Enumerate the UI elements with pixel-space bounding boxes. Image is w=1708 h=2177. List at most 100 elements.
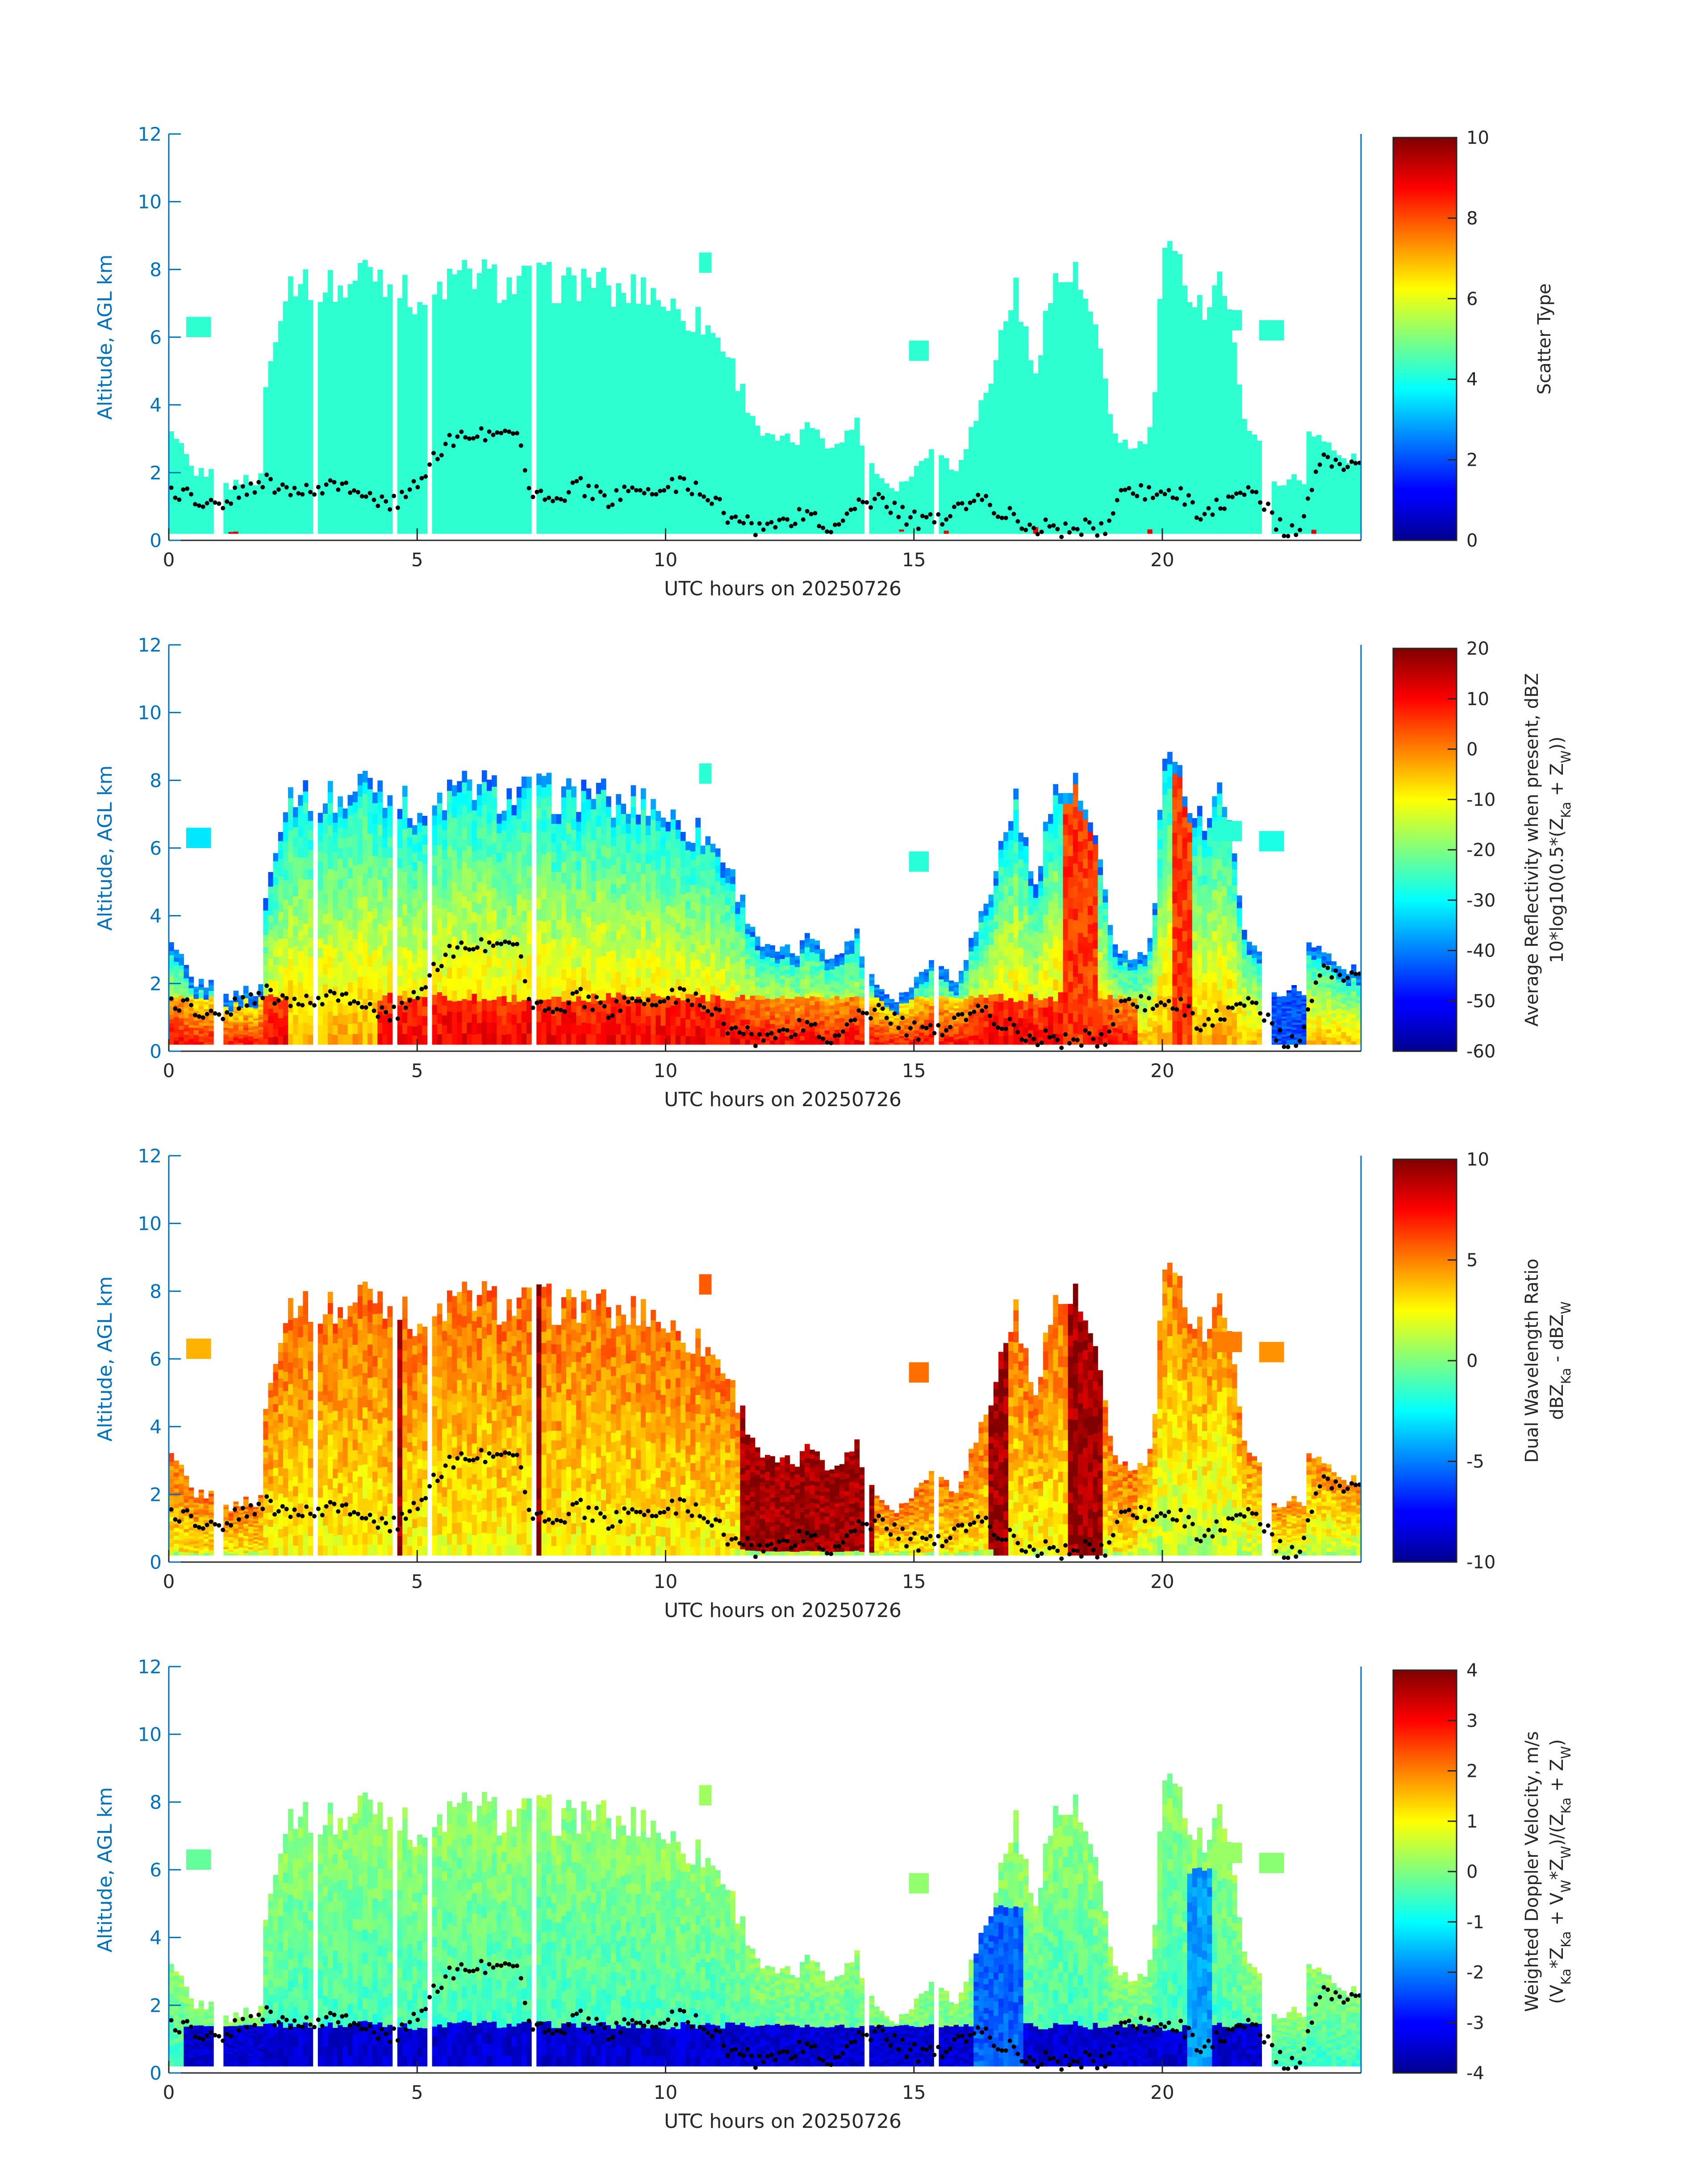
heatmap-cell bbox=[1137, 514, 1143, 518]
heatmap-cell bbox=[238, 513, 244, 516]
heatmap-cell bbox=[715, 435, 721, 444]
heatmap-cell bbox=[874, 526, 880, 529]
heatmap-cell bbox=[377, 423, 383, 435]
heatmap-cell bbox=[973, 529, 979, 534]
heatmap-cell bbox=[735, 444, 740, 451]
heatmap-cell bbox=[621, 353, 626, 364]
heatmap-cell bbox=[1048, 428, 1053, 438]
heatmap-cell bbox=[1043, 422, 1048, 432]
heatmap-cell bbox=[1123, 483, 1128, 487]
heatmap-cell bbox=[983, 475, 989, 481]
heatmap-cell bbox=[591, 370, 597, 380]
heatmap-cell bbox=[805, 515, 810, 520]
heatmap-cell bbox=[497, 380, 502, 390]
heatmap-cell bbox=[770, 472, 775, 476]
heatmap-cell bbox=[760, 468, 765, 473]
heatmap-cell bbox=[516, 405, 522, 416]
heatmap-cell bbox=[328, 314, 333, 326]
heatmap-cell bbox=[1073, 397, 1078, 409]
heatmap-cell bbox=[422, 324, 428, 334]
heatmap-cell bbox=[1077, 462, 1083, 473]
heatmap-cell bbox=[1112, 488, 1118, 492]
heatmap-cell bbox=[1236, 484, 1242, 491]
heatmap-cell bbox=[546, 341, 552, 353]
heatmap-cell bbox=[899, 486, 905, 489]
heatmap-cell bbox=[268, 440, 274, 448]
heatmap-cell bbox=[824, 459, 830, 463]
heatmap-cell bbox=[1043, 431, 1048, 441]
heatmap-cell bbox=[1172, 251, 1178, 263]
heatmap-cell bbox=[561, 308, 567, 319]
heatmap-cell bbox=[651, 309, 656, 319]
heatmap-cell bbox=[616, 314, 621, 326]
heatmap-cell bbox=[223, 487, 229, 490]
heatmap-cell bbox=[263, 418, 269, 424]
heatmap-cell bbox=[1147, 516, 1153, 521]
heatmap-cell bbox=[665, 431, 671, 441]
heatmap-cell bbox=[616, 450, 621, 461]
heatmap-cell bbox=[1083, 475, 1088, 485]
heatmap-cell bbox=[1008, 524, 1014, 534]
heatmap-cell bbox=[869, 492, 875, 496]
heatmap-cell bbox=[998, 355, 1004, 364]
heatmap-cell bbox=[1063, 303, 1069, 314]
heatmap-cell bbox=[829, 512, 835, 516]
heatmap-cell bbox=[407, 401, 413, 411]
heatmap-cell bbox=[1023, 455, 1029, 465]
heatmap-cell bbox=[1003, 436, 1009, 446]
heatmap-cell bbox=[422, 390, 428, 401]
heatmap-cell bbox=[1038, 422, 1044, 430]
heatmap-cell bbox=[506, 512, 512, 523]
heatmap-cell bbox=[899, 488, 905, 491]
heatmap-cell bbox=[924, 505, 929, 509]
heatmap-cell bbox=[193, 495, 199, 498]
heatmap-cell bbox=[665, 311, 671, 321]
heatmap-cell bbox=[794, 493, 800, 497]
heatmap-cell bbox=[894, 505, 899, 508]
heatmap-cell bbox=[1157, 406, 1163, 417]
heatmap-cell bbox=[288, 426, 293, 438]
heatmap-cell bbox=[944, 471, 949, 474]
heatmap-cell bbox=[268, 497, 274, 506]
heatmap-cell bbox=[437, 376, 443, 387]
heatmap-cell bbox=[591, 318, 597, 330]
heatmap-cell bbox=[635, 342, 641, 352]
heatmap-cell bbox=[586, 416, 592, 427]
heatmap-cell bbox=[914, 494, 919, 497]
heatmap-cell bbox=[546, 262, 552, 274]
heatmap-cell bbox=[1058, 502, 1064, 513]
heatmap-cell bbox=[541, 388, 547, 400]
heatmap-cell bbox=[303, 500, 309, 512]
heatmap-cell bbox=[1112, 475, 1118, 480]
heatmap-cell bbox=[929, 491, 934, 495]
heatmap-cell bbox=[447, 302, 452, 313]
heatmap-cell bbox=[1102, 456, 1108, 463]
heatmap-cell bbox=[849, 499, 855, 504]
heatmap-cell bbox=[452, 393, 457, 405]
heatmap-cell bbox=[322, 333, 328, 343]
heatmap-cell bbox=[551, 370, 557, 380]
heatmap-cell bbox=[1112, 471, 1118, 476]
heatmap-cell bbox=[1013, 405, 1019, 417]
heatmap-cell bbox=[209, 482, 214, 485]
heatmap-cell bbox=[780, 435, 785, 440]
heatmap-cell bbox=[964, 467, 969, 471]
heatmap-cell bbox=[476, 403, 482, 415]
heatmap-cell bbox=[412, 314, 418, 324]
heatmap-cell bbox=[606, 347, 611, 358]
heatmap-cell bbox=[839, 530, 845, 534]
heatmap-cell bbox=[884, 525, 889, 528]
heatmap-cell bbox=[1013, 309, 1019, 321]
heatmap-cell bbox=[1157, 328, 1163, 338]
heatmap-cell bbox=[635, 457, 641, 467]
heatmap-cell bbox=[1102, 404, 1108, 411]
heatmap-cell bbox=[998, 457, 1004, 466]
heatmap-cell bbox=[755, 506, 760, 512]
heatmap-cell bbox=[1172, 263, 1178, 275]
heatmap-cell bbox=[561, 286, 567, 297]
heatmap-cell bbox=[268, 390, 274, 397]
heatmap-cell bbox=[169, 465, 174, 470]
heatmap-cell bbox=[621, 423, 626, 434]
heatmap-cell bbox=[1142, 507, 1148, 512]
heatmap-cell bbox=[422, 524, 428, 534]
